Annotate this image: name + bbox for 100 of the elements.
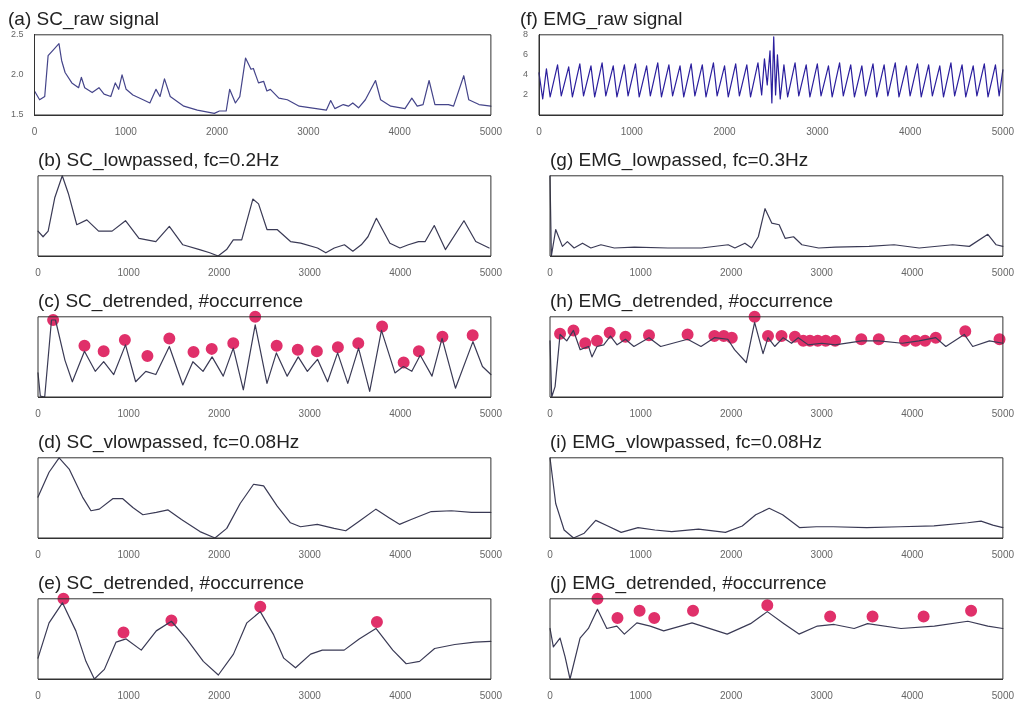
x-tick-label: 0 (547, 689, 554, 701)
x-tick-label: 3000 (810, 689, 834, 701)
point (591, 334, 604, 347)
point (579, 337, 592, 350)
point (603, 326, 616, 339)
point (117, 626, 130, 639)
x-tick-label: 4000 (389, 689, 412, 701)
point (291, 343, 304, 356)
y-tick-label: 2.0 (11, 69, 24, 80)
point (959, 325, 972, 338)
x-tick-label: 3000 (297, 125, 320, 137)
x-tick-label: 4000 (901, 689, 924, 701)
x-tick-label: 1000 (629, 548, 653, 560)
point (205, 342, 218, 355)
x-tick-label: 3000 (810, 266, 834, 278)
x-tick-label: 2000 (205, 125, 229, 137)
x-tick-label: 1000 (117, 689, 141, 701)
point (331, 341, 344, 354)
x-tick-label: 0 (31, 125, 38, 137)
x-tick-label: 1000 (117, 407, 141, 419)
point (687, 604, 700, 617)
point (97, 345, 110, 358)
y-tick-label: 2.5 (11, 29, 24, 40)
y-tick-label: 2 (522, 89, 529, 100)
x-tick-label: 0 (547, 407, 554, 419)
x-tick-label: 5000 (991, 407, 1015, 419)
chart-title: (d) SC_vlowpassed, fc=0.08Hz (38, 430, 300, 453)
chart-title: (e) SC_detrended, #occurrence (38, 571, 305, 594)
point (254, 600, 267, 613)
x-tick-label: 3000 (806, 125, 829, 137)
point (681, 328, 694, 341)
chart-title: (i) EMG_vlowpassed, fc=0.08Hz (550, 430, 822, 453)
chart-title: (g) EMG_lowpassed, fc=0.3Hz (550, 148, 809, 171)
x-tick-label: 4000 (389, 266, 412, 278)
x-tick-label: 1000 (114, 125, 138, 137)
x-tick-label: 0 (35, 266, 42, 278)
x-tick-label: 2000 (720, 689, 743, 701)
x-tick-label: 3000 (810, 548, 834, 560)
x-tick-label: 2000 (208, 407, 231, 419)
x-tick-label: 5000 (479, 689, 503, 701)
x-tick-label: 4000 (389, 548, 412, 560)
x-tick-label: 5000 (991, 125, 1015, 137)
point (163, 332, 176, 345)
x-tick-label: 0 (547, 548, 554, 560)
point (829, 334, 842, 347)
point (370, 616, 383, 629)
point (648, 612, 661, 625)
point (866, 610, 879, 623)
chart-title: (c) SC_detrended, #occurrence (38, 289, 304, 312)
point (611, 612, 624, 625)
point (310, 345, 323, 358)
x-tick-label: 4000 (901, 266, 924, 278)
x-tick-label: 2000 (720, 548, 743, 560)
x-tick-label: 2000 (208, 266, 231, 278)
x-tick-label: 0 (35, 407, 42, 419)
x-tick-label: 0 (536, 125, 543, 137)
x-tick-label: 2000 (208, 689, 231, 701)
x-tick-label: 2000 (720, 266, 743, 278)
x-tick-label: 1000 (629, 407, 653, 419)
chart-title: (b) SC_lowpassed, fc=0.2Hz (38, 148, 280, 171)
point (141, 350, 154, 363)
x-tick-label: 3000 (298, 548, 322, 560)
chart-title: (f) EMG_raw signal (520, 7, 683, 30)
x-tick-label: 2000 (208, 548, 231, 560)
point (412, 345, 425, 358)
x-tick-label: 0 (35, 548, 42, 560)
x-tick-label: 4000 (901, 548, 924, 560)
x-tick-label: 3000 (298, 689, 322, 701)
x-tick-label: 5000 (991, 548, 1015, 560)
point (376, 320, 389, 333)
point (633, 604, 646, 617)
x-tick-label: 5000 (991, 689, 1015, 701)
chart-title: (a) SC_raw signal (8, 7, 159, 30)
point (352, 337, 365, 350)
point (118, 334, 131, 347)
x-tick-label: 1000 (620, 125, 644, 137)
chart-title: (j) EMG_detrended, #occurrence (550, 571, 827, 594)
x-tick-label: 1000 (117, 266, 141, 278)
point (965, 604, 978, 617)
x-tick-label: 3000 (810, 407, 834, 419)
x-tick-label: 1000 (629, 266, 653, 278)
x-tick-label: 2000 (720, 407, 743, 419)
y-tick-label: 6 (522, 49, 529, 60)
point (187, 346, 200, 359)
y-tick-label: 8 (522, 29, 529, 40)
chart-title: (h) EMG_detrended, #occurrence (550, 289, 834, 312)
x-tick-label: 0 (547, 266, 554, 278)
x-tick-label: 5000 (479, 548, 503, 560)
x-tick-label: 3000 (298, 407, 322, 419)
point (270, 339, 283, 352)
x-tick-label: 5000 (991, 266, 1015, 278)
y-tick-label: 1.5 (11, 109, 24, 120)
point (397, 356, 410, 369)
x-tick-label: 0 (35, 689, 42, 701)
x-tick-label: 4000 (901, 407, 924, 419)
x-tick-label: 5000 (479, 407, 503, 419)
point (249, 310, 262, 323)
x-tick-label: 1000 (629, 689, 653, 701)
point (466, 329, 479, 342)
point (917, 610, 930, 623)
